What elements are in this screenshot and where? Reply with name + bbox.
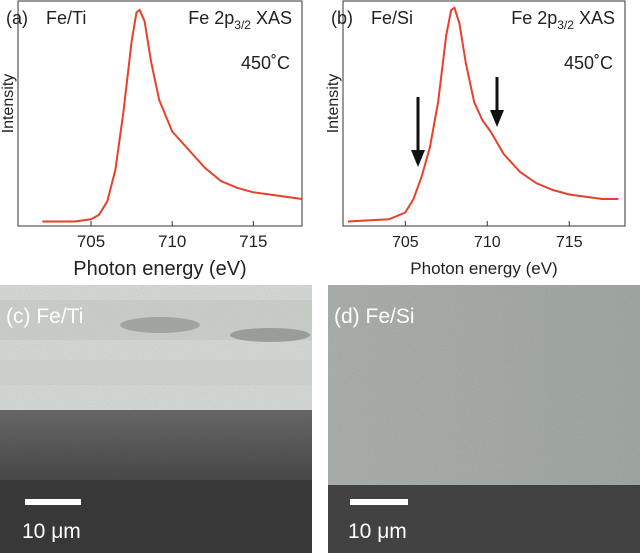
annotation-sub: 3/2 xyxy=(557,18,574,32)
scale-bar-label: 10 μm xyxy=(348,520,407,543)
y-axis-label: Intensity xyxy=(0,74,17,134)
sem-image-d: (d) Fe/Si 10 μm xyxy=(328,285,640,553)
temperature-label: 450˚C xyxy=(241,53,290,73)
spectrum-line xyxy=(42,8,303,223)
annotation-sub: 3/2 xyxy=(234,18,251,32)
annotation: Fe 2p3/2 XAS xyxy=(188,8,292,32)
x-tick-label: 705 xyxy=(392,234,419,251)
annotation-tail: XAS xyxy=(579,8,615,28)
arrows xyxy=(411,77,504,167)
x-tick-label: 710 xyxy=(158,232,186,251)
sem-image-c: (c) Fe/Ti 10 μm xyxy=(0,285,312,553)
panel-label: (a) xyxy=(6,8,28,28)
annotation-tail: XAS xyxy=(256,8,292,28)
panel-label: (b) xyxy=(331,8,353,28)
spectrum-line xyxy=(347,6,619,223)
sample-label: Fe/Si xyxy=(371,8,413,28)
annotation-main: Fe 2p xyxy=(511,8,557,28)
annotation: Fe 2p3/2 XAS xyxy=(511,8,615,32)
x-tick-label: 715 xyxy=(239,232,267,251)
scale-bar-label: 10 μm xyxy=(22,520,81,543)
sample-label: Fe/Ti xyxy=(46,8,86,28)
temperature-label: 450˚C xyxy=(564,53,613,73)
image-label: (d) Fe/Si xyxy=(334,305,415,328)
x-tick-label: 710 xyxy=(474,234,501,251)
plot-frame xyxy=(17,0,303,227)
annotation-main: Fe 2p xyxy=(188,8,234,28)
chart-panel: 705 710 715 Photon energy (eV) Intensity (a) F… xyxy=(0,0,303,280)
x-axis-label: Photon energy (eV) xyxy=(410,259,557,278)
plot-frame xyxy=(342,0,626,227)
chart-panel: 705 710 715 Photon energy (eV) Intensity (b) F… xyxy=(325,0,626,278)
x-tick-label: 705 xyxy=(77,232,105,251)
x-axis-label: Photon energy (eV) xyxy=(73,258,246,280)
image-label: (c) Fe/Ti xyxy=(6,305,83,328)
x-tick-label: 715 xyxy=(556,234,583,251)
y-axis-label: Intensity xyxy=(325,74,342,134)
